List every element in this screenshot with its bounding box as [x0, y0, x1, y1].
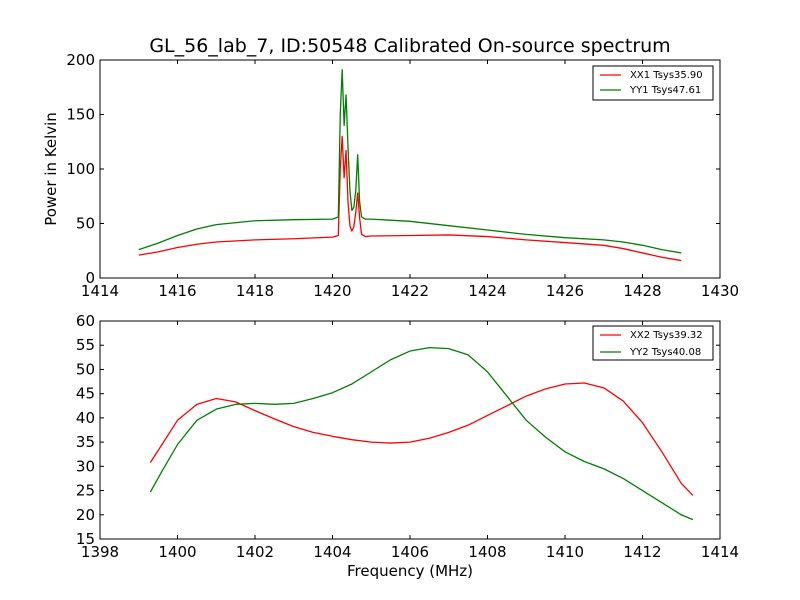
bottom-panel-ticks: 1398 1400 1402 1404 1406 1408 1410 1412 1414 15 20… — [76, 312, 739, 561]
bottom-ytick-label: 15 — [76, 530, 95, 548]
legend-label-yy1: YY1 Tsys47.61 — [629, 85, 701, 96]
bottom-panel-xlabel: Frequency (MHz) — [347, 562, 473, 580]
bottom-series-line-0 — [149, 382, 694, 496]
top-panel-lines — [138, 69, 682, 262]
bottom-xtick-label: 1414 — [701, 543, 739, 561]
bottom-xtick-label: 1408 — [468, 543, 506, 561]
top-panel-ticks: 1414 1416 1418 1420 1422 1424 1426 1428 1430 0 50 1… — [66, 51, 739, 300]
legend-box — [592, 325, 714, 361]
bottom-panel: 1398 1400 1402 1404 1406 1408 1410 1412 1414 15 20… — [76, 312, 739, 580]
bottom-xtick-label: 1404 — [313, 543, 351, 561]
top-xtick-label: 1422 — [391, 282, 429, 300]
bottom-xtick-label: 1402 — [236, 543, 274, 561]
top-ytick-label: 200 — [66, 51, 95, 69]
top-ytick-label: 0 — [85, 269, 95, 287]
top-xtick-label: 1420 — [313, 282, 351, 300]
top-xtick-label: 1430 — [701, 282, 739, 300]
legend-label-xx2: XX2 Tsys39.32 — [630, 330, 703, 341]
top-xtick-label: 1414 — [81, 282, 119, 300]
bottom-ytick-label: 25 — [76, 482, 95, 500]
bottom-xtick-label: 1400 — [158, 543, 196, 561]
top-series-line-1 — [138, 69, 682, 254]
bottom-panel-legend: XX2 Tsys39.32 YY2 Tsys40.08 — [592, 325, 714, 361]
top-panel-legend: XX1 Tsys35.90 YY1 Tsys47.61 — [592, 65, 714, 101]
top-ytick-label: 150 — [66, 106, 95, 124]
bottom-xtick-label: 1406 — [391, 543, 429, 561]
top-ytick-label: 50 — [76, 215, 95, 233]
figure-title: GL_56_lab_7, ID:50548 Calibrated On-sour… — [149, 35, 670, 57]
top-xtick-label: 1416 — [158, 282, 196, 300]
bottom-ytick-label: 55 — [76, 336, 95, 354]
top-xtick-label: 1424 — [468, 282, 506, 300]
bottom-ytick-label: 45 — [76, 385, 95, 403]
bottom-ytick-label: 30 — [76, 457, 95, 475]
top-xtick-label: 1428 — [623, 282, 661, 300]
top-xtick-label: 1418 — [236, 282, 274, 300]
bottom-ytick-label: 50 — [76, 360, 95, 378]
bottom-ytick-label: 60 — [76, 312, 95, 330]
top-ytick-label: 100 — [66, 160, 95, 178]
legend-box — [592, 65, 714, 101]
legend-label-yy2: YY2 Tsys40.08 — [629, 347, 701, 358]
top-series-line-0 — [138, 135, 682, 262]
bottom-series-line-1 — [149, 346, 694, 521]
top-panel-ylabel: Power in Kelvin — [42, 112, 60, 226]
bottom-panel-lines — [149, 346, 694, 521]
bottom-xtick-label: 1412 — [623, 543, 661, 561]
legend-label-xx1: XX1 Tsys35.90 — [630, 70, 703, 81]
bottom-ytick-label: 20 — [76, 506, 95, 524]
bottom-xtick-label: 1410 — [546, 543, 584, 561]
bottom-xtick-label: 1398 — [81, 543, 119, 561]
bottom-ytick-label: 40 — [76, 409, 95, 427]
top-panel: 1414 1416 1418 1420 1422 1424 1426 1428 1430 0 50 1… — [42, 51, 739, 300]
bottom-ytick-label: 35 — [76, 433, 95, 451]
top-xtick-label: 1426 — [546, 282, 584, 300]
